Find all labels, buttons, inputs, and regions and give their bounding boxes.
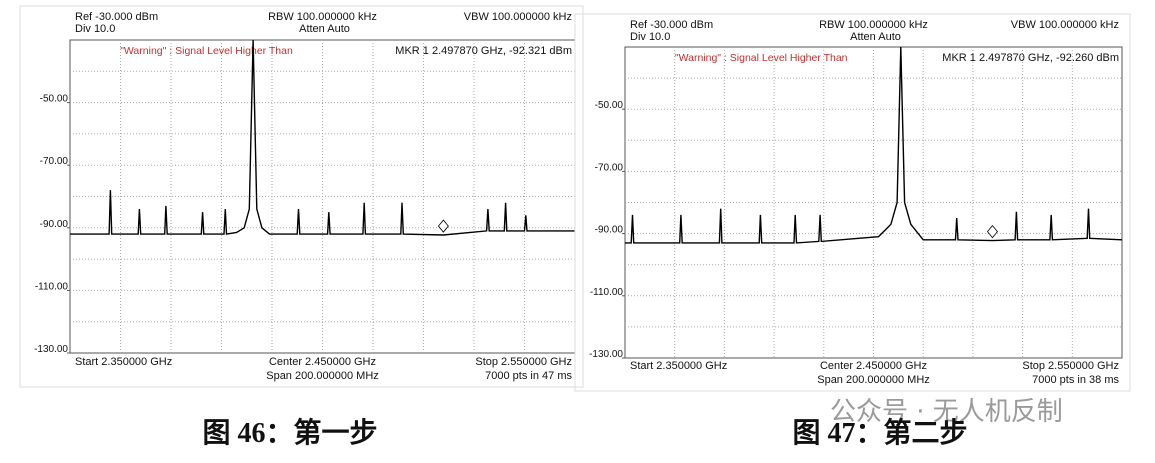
ref-level: Ref -30.000 dBm	[75, 11, 158, 23]
rbw: RBW 100.000000 kHz	[268, 11, 377, 23]
atten: Atten Auto	[299, 23, 350, 35]
sweep: 7000 pts in 38 ms	[1032, 374, 1119, 386]
span: Span 200.000000 MHz	[817, 374, 930, 386]
trace	[70, 39, 575, 236]
y-tick-label: -130.00	[34, 344, 68, 355]
div: Div 10.0	[75, 23, 115, 35]
div: Div 10.0	[630, 31, 670, 43]
y-tick-label: -70.00	[40, 156, 69, 167]
caption: 图 46：第一步	[202, 416, 377, 449]
caption: 图 47：第二步	[792, 416, 967, 449]
y-tick-label: -50.00	[40, 94, 69, 105]
atten: Atten Auto	[850, 31, 901, 43]
start: Start 2.350000 GHz	[630, 360, 727, 372]
y-tick-label: -90.00	[595, 225, 624, 236]
marker	[437, 219, 449, 233]
start: Start 2.350000 GHz	[75, 356, 172, 368]
y-tick-label: -70.00	[595, 162, 624, 173]
y-tick-label: -50.00	[595, 100, 624, 111]
marker-readout: MKR 1 2.497870 GHz, -92.321 dBm	[395, 45, 572, 57]
vbw: VBW 100.000000 kHz	[464, 11, 572, 23]
warning: "Warning" : Signal Level Higher Than	[675, 52, 848, 64]
watermark: 公众号 · 无人机反制	[830, 397, 1063, 427]
plot-frame	[574, 13, 1131, 392]
y-tick-label: -110.00	[590, 287, 624, 298]
trace	[625, 46, 1123, 244]
plot-frame	[19, 5, 584, 388]
marker-readout: MKR 1 2.497870 GHz, -92.260 dBm	[942, 52, 1119, 64]
marker	[986, 225, 998, 239]
ref-level: Ref -30.000 dBm	[630, 19, 713, 31]
y-tick-label: -130.00	[589, 349, 623, 360]
stop: Stop 2.550000 GHz	[1022, 360, 1119, 372]
center: Center 2.450000 GHz	[269, 356, 376, 368]
warning: "Warning" : Signal Level Higher Than	[120, 45, 293, 57]
y-tick-label: -90.00	[40, 219, 69, 230]
sweep: 7000 pts in 47 ms	[485, 370, 572, 382]
vbw: VBW 100.000000 kHz	[1011, 19, 1119, 31]
stop: Stop 2.550000 GHz	[475, 356, 572, 368]
center: Center 2.450000 GHz	[820, 360, 927, 372]
y-tick-label: -110.00	[35, 281, 69, 292]
span: Span 200.000000 MHz	[266, 370, 379, 382]
rbw: RBW 100.000000 kHz	[819, 19, 928, 31]
